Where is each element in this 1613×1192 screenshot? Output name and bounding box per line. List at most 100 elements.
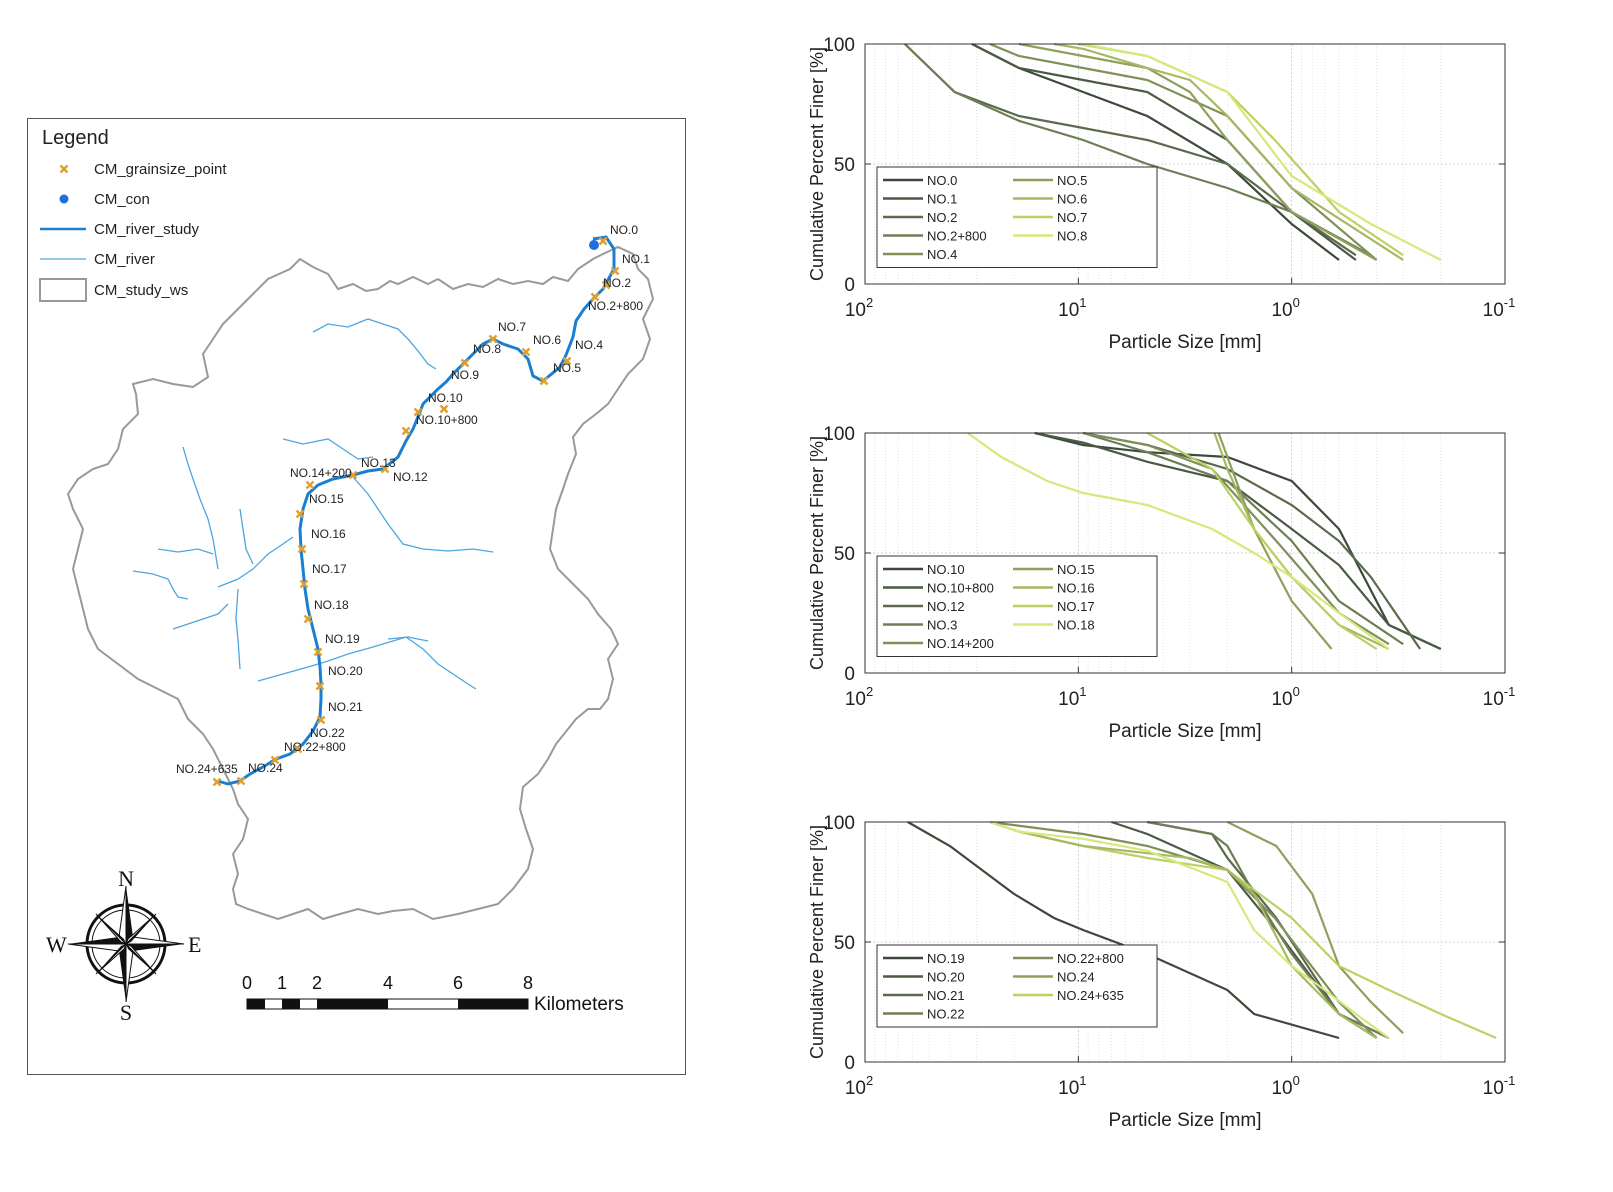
grainsize-points — [212, 236, 620, 787]
y-axis-label: Cumulative Percent Finer [%] — [810, 825, 827, 1059]
y-axis-label: Cumulative Percent Finer [%] — [810, 47, 827, 281]
chart-legend: NO.10 NO.10+800 NO.12 NO.3 NO.14+200 NO.15 NO.… — [876, 555, 1158, 657]
point-label: NO.15 — [309, 492, 344, 506]
grainsize-marker — [212, 777, 222, 787]
legend-entry: NO.0 — [927, 173, 957, 188]
y-tick-label: 0 — [844, 275, 855, 296]
grainsize-marker — [313, 647, 323, 657]
point-label: NO.10 — [428, 391, 463, 405]
x-tick-label: 100 — [1271, 295, 1299, 321]
point-label: NO.6 — [533, 333, 561, 347]
legend-entry: NO.10+800 — [927, 581, 994, 596]
chart-legend: NO.0 NO.1 NO.2 NO.2+800 NO.4 NO.5 NO.6 NO.7 NO.8 — [876, 166, 1158, 268]
y-tick-label: 100 — [823, 424, 855, 445]
grainsize-marker — [598, 236, 608, 246]
scale-tick-label: 2 — [312, 973, 322, 993]
point-label: NO.18 — [314, 598, 349, 612]
point-label: NO.4 — [575, 338, 603, 352]
x-marker-icon — [59, 164, 69, 174]
point-label: NO.22+800 — [284, 740, 346, 754]
y-tick-label: 50 — [834, 544, 855, 565]
point-label: NO.8 — [473, 342, 501, 356]
grainsize-marker — [303, 614, 313, 624]
legend-item: CM_study_ws — [94, 278, 188, 302]
legend-entry: NO.20 — [927, 970, 965, 985]
grainsize-marker — [401, 426, 411, 436]
legend-entry: NO.24 — [1057, 970, 1095, 985]
x-tick-label: 10-1 — [1483, 684, 1516, 710]
point-label: NO.20 — [328, 664, 363, 678]
x-axis-label: Particle Size [mm] — [1108, 721, 1261, 742]
scale-tick-label: 6 — [453, 973, 463, 993]
point-label: NO.17 — [312, 562, 347, 576]
legend-entry: NO.1 — [927, 192, 957, 207]
watershed-boundary — [66, 245, 655, 921]
polygon-icon — [39, 278, 87, 302]
point-label: NO.5 — [553, 361, 581, 375]
y-tick-label: 50 — [834, 933, 855, 954]
scale-tick-label: 4 — [383, 973, 393, 993]
grainsize-marker — [315, 681, 325, 691]
series-line — [907, 821, 1340, 1040]
series-lines — [907, 820, 1497, 1040]
x-tick-label: 100 — [1271, 684, 1299, 710]
compass-w: W — [46, 932, 67, 957]
legend-entry: NO.8 — [1057, 229, 1087, 244]
series-line — [989, 820, 1378, 1039]
x-tick-label: 100 — [1271, 1073, 1299, 1099]
scale-tick-label: 1 — [277, 973, 287, 993]
chart-legend: NO.19 NO.20 NO.21 NO.22 NO.22+800 NO.24 NO.24+… — [876, 944, 1158, 1028]
grainsize-marker — [439, 404, 449, 414]
point-label: NO.24+635 — [176, 762, 238, 776]
point-label: NO.14+200 — [290, 466, 352, 480]
dot-icon — [59, 194, 69, 204]
study-river — [217, 235, 616, 786]
legend-entry: NO.2 — [927, 210, 957, 225]
y-tick-label: 100 — [823, 813, 855, 834]
legend-label: CM_con — [94, 190, 150, 208]
point-label: NO.13 — [361, 456, 396, 470]
y-tick-label: 0 — [844, 664, 855, 685]
legend-label: CM_river_study — [94, 220, 200, 238]
legend-entry: NO.7 — [1057, 210, 1087, 225]
legend-item: CM_river — [94, 247, 155, 271]
grain-size-chart-2: 0 50 100 102 101 100 10-1 Particle Size [mm] Cum… — [810, 424, 1516, 742]
point-label: NO.21 — [328, 700, 363, 714]
point-label: NO.1 — [622, 252, 650, 266]
grainsize-marker — [562, 356, 572, 366]
point-label: NO.16 — [311, 527, 346, 541]
series-line — [1082, 42, 1442, 261]
series-line — [1018, 42, 1378, 261]
compass-s: S — [120, 1000, 132, 1025]
point-label: NO.10+800 — [416, 413, 478, 427]
y-tick-label: 0 — [844, 1053, 855, 1074]
legend-entry: NO.22 — [927, 1007, 965, 1022]
grainsize-marker — [236, 776, 246, 786]
grainsize-marker — [460, 358, 470, 368]
legend-entry: NO.3 — [927, 618, 957, 633]
compass-icon: N S E W — [46, 866, 201, 1025]
series-line — [904, 43, 1372, 257]
legend-entry: NO.24+635 — [1057, 988, 1124, 1003]
legend-entry: NO.2+800 — [927, 229, 987, 244]
grainsize-marker — [299, 579, 309, 589]
series-line — [967, 432, 1390, 650]
legend-label: CM_grainsize_point — [94, 160, 227, 178]
grainsize-marker — [521, 347, 531, 357]
grainsize-marker — [293, 744, 303, 754]
legend-entry: NO.5 — [1057, 173, 1087, 188]
legend-title: Legend — [42, 127, 109, 149]
grainsize-marker — [601, 280, 611, 290]
grainsize-marker — [295, 509, 305, 519]
point-label: NO.12 — [393, 470, 428, 484]
point-label: NO.0 — [610, 223, 638, 237]
grainsize-marker — [316, 715, 326, 725]
x-axis-label: Particle Size [mm] — [1108, 332, 1261, 353]
legend-label: CM_study_ws — [94, 281, 189, 299]
legend-entry: NO.21 — [927, 988, 965, 1003]
point-label: NO.2+800 — [588, 299, 643, 313]
grainsize-marker — [413, 407, 423, 417]
grainsize-marker — [610, 266, 620, 276]
series-line — [1082, 431, 1404, 646]
x-tick-label: 101 — [1058, 1073, 1086, 1099]
